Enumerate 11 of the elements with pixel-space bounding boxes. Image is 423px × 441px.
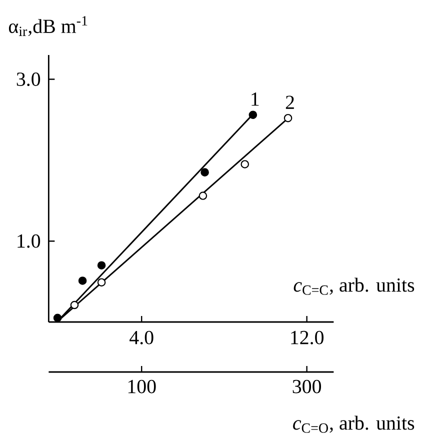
x-axis-title: c$_{C=C}$, arb. units bbox=[294, 278, 414, 295]
y-tick-label: 1.0 bbox=[18, 234, 40, 248]
series-label: 1 bbox=[252, 92, 259, 106]
x2-tick-label: 100 bbox=[128, 380, 156, 394]
y-tick-label: 3.0 bbox=[16, 72, 40, 86]
x-tick-label: 12.0 bbox=[291, 330, 324, 344]
x-tick-label: 4.0 bbox=[130, 330, 154, 344]
x2-tick-label: 300 bbox=[292, 380, 322, 394]
x2-axis-title: c$_{C=O}$, arb. units bbox=[293, 416, 414, 433]
series-label: 2 bbox=[286, 96, 294, 109]
y-axis-title: α$_{ir}$,dB m$^{-1}$ bbox=[8, 16, 88, 36]
